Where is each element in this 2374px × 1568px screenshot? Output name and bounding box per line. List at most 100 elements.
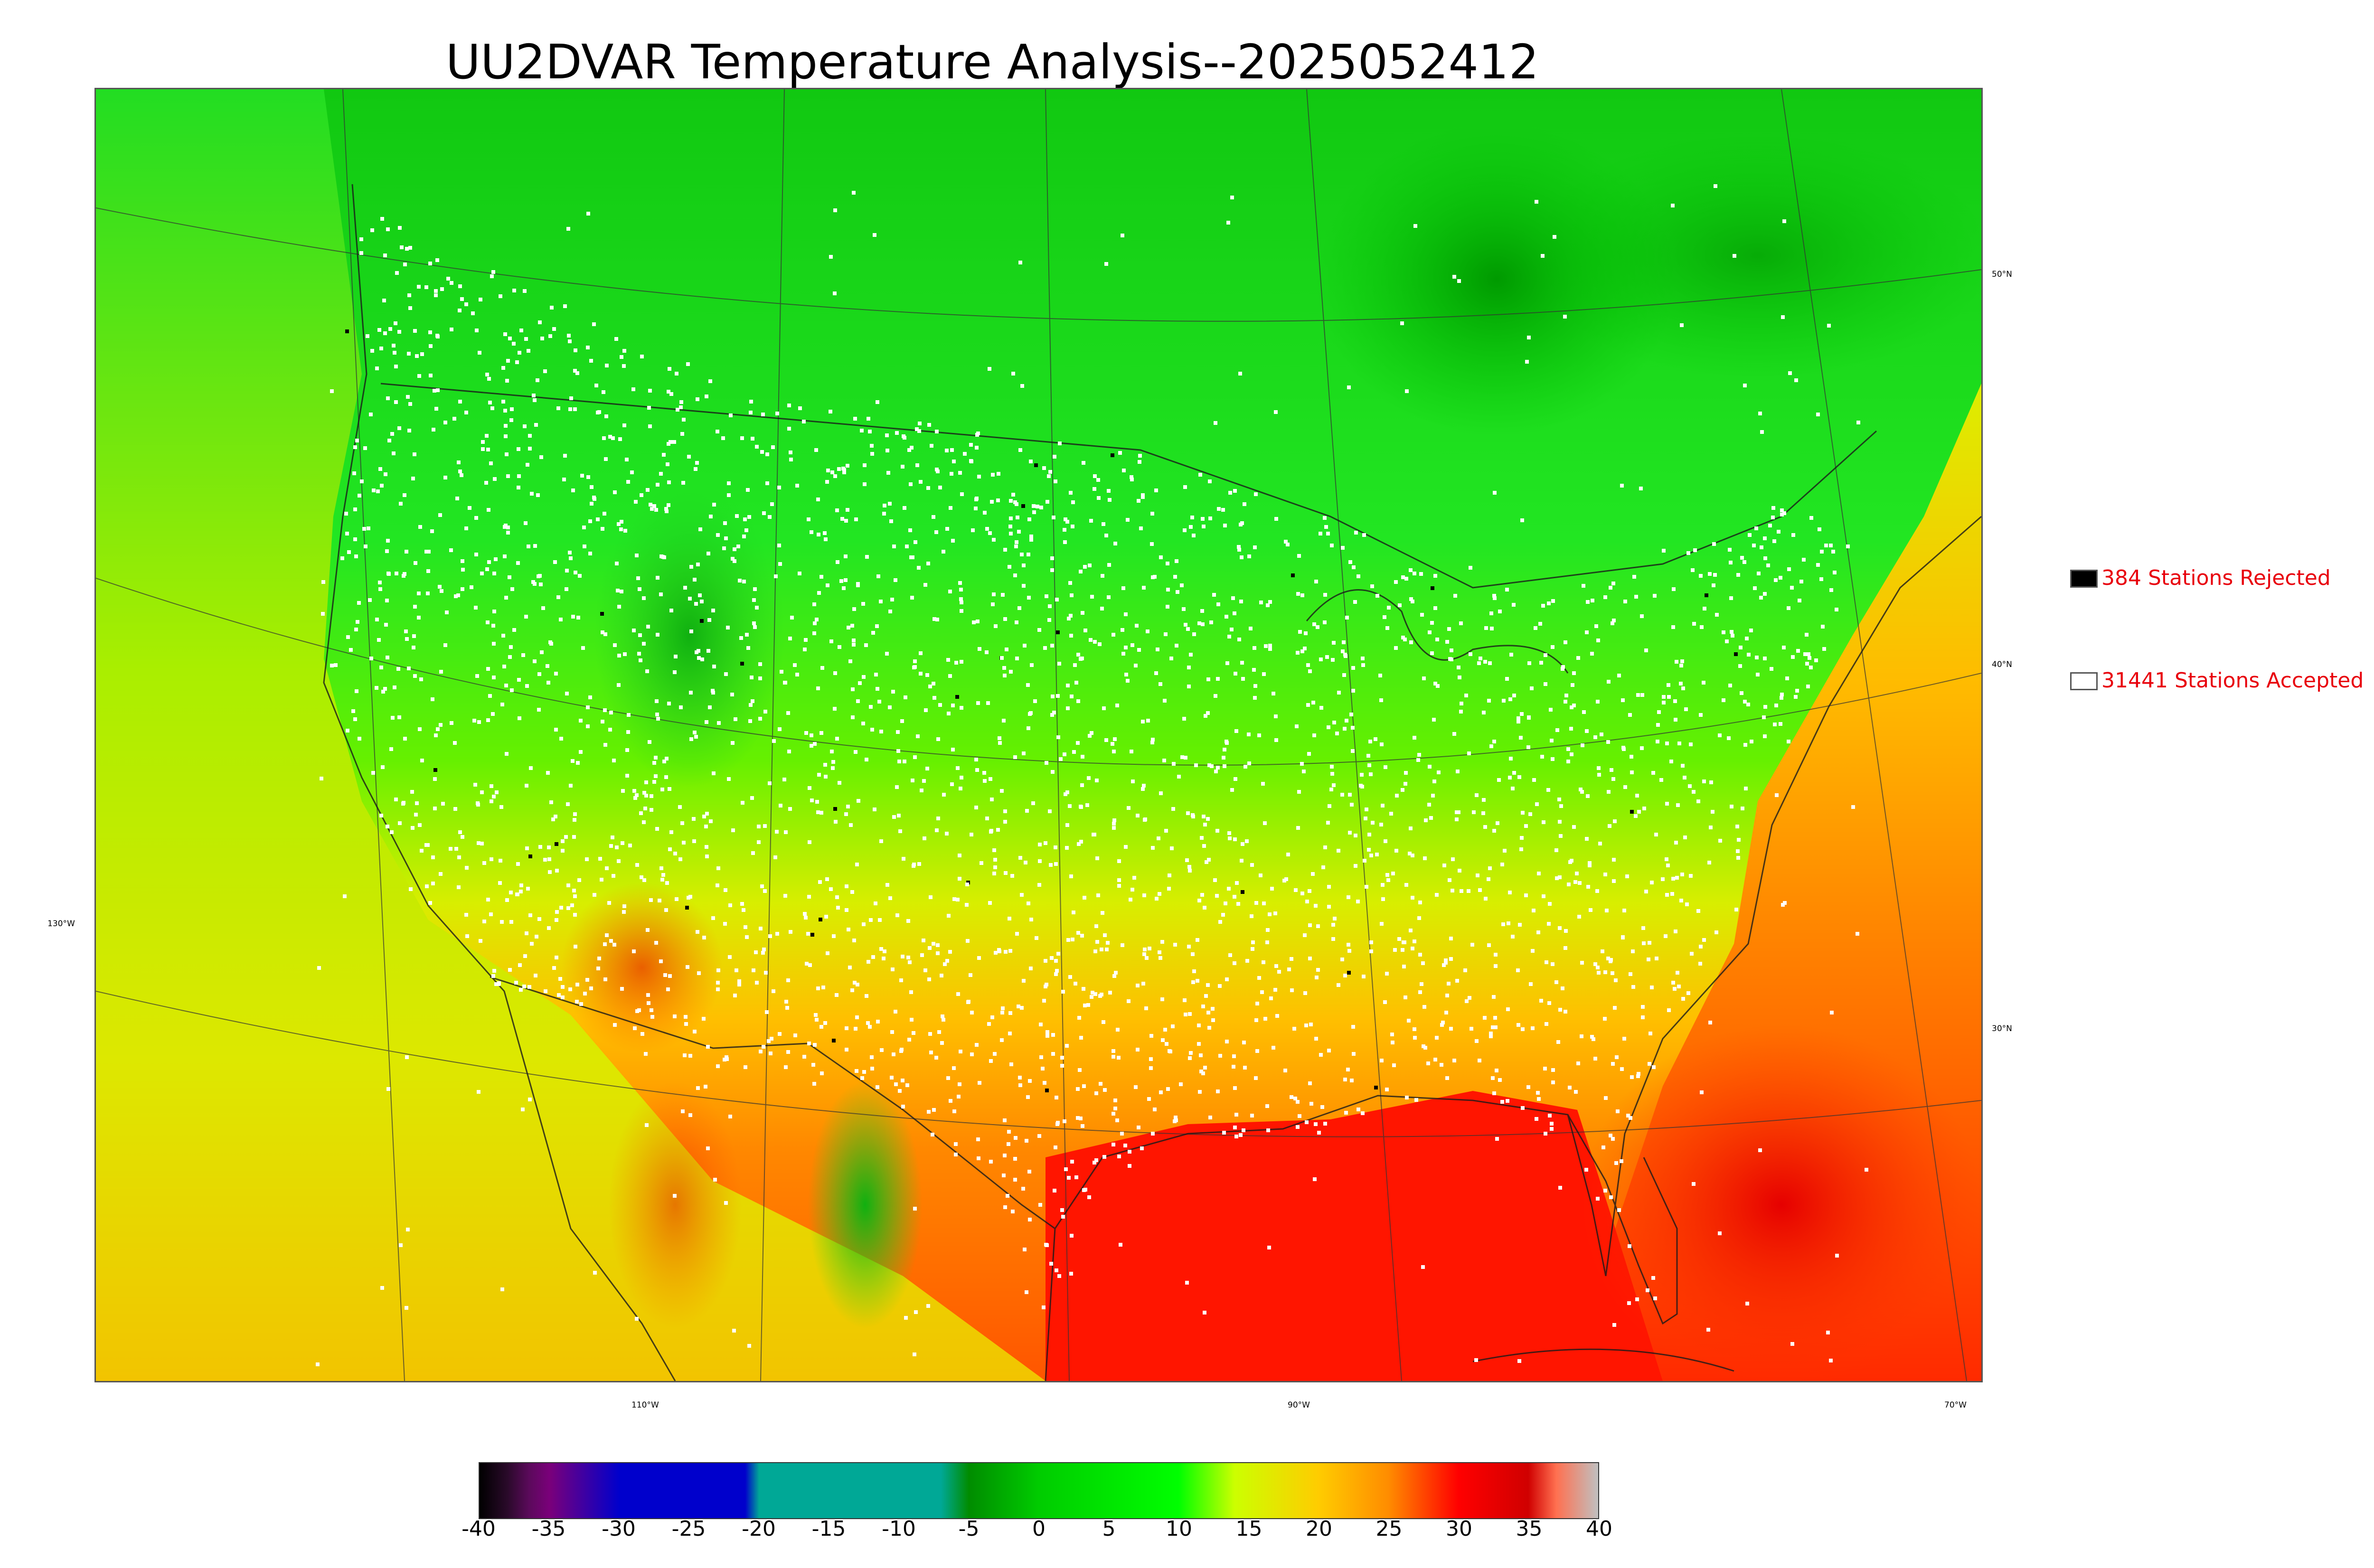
accepted-station-marker [1593, 1057, 1597, 1061]
accepted-station-marker [1409, 568, 1413, 572]
accepted-station-marker [1524, 824, 1528, 828]
accepted-station-marker [1052, 516, 1055, 519]
accepted-station-marker [1323, 593, 1327, 597]
accepted-station-marker [669, 830, 673, 834]
accepted-station-marker [1559, 804, 1563, 808]
graticule [96, 89, 1981, 1381]
accepted-station-marker [1602, 1145, 1605, 1149]
accepted-station-marker [1449, 937, 1453, 940]
accepted-station-marker [519, 890, 523, 893]
accepted-station-marker [704, 1085, 707, 1089]
accepted-station-marker [1667, 683, 1670, 687]
accepted-station-marker [505, 379, 509, 383]
accepted-station-marker [786, 978, 790, 982]
accepted-station-marker [1225, 615, 1228, 619]
accepted-station-marker [1440, 1023, 1444, 1027]
accepted-station-marker [1698, 962, 1702, 966]
accepted-station-marker [836, 560, 839, 564]
accepted-station-marker [1470, 943, 1474, 947]
accepted-station-marker [1572, 704, 1576, 707]
accepted-station-marker [826, 469, 830, 472]
accepted-station-marker [1254, 1018, 1258, 1022]
accepted-station-marker [506, 531, 510, 535]
accepted-station-marker [1298, 630, 1302, 634]
accepted-station-marker [820, 1025, 823, 1029]
temperature-map[interactable] [96, 89, 1981, 1381]
accepted-station-marker [1107, 563, 1111, 567]
accepted-station-marker [1371, 821, 1375, 825]
accepted-station-marker [1492, 1091, 1496, 1095]
accepted-station-marker [855, 1069, 858, 1073]
accepted-station-marker [1130, 475, 1133, 479]
accepted-station-marker [1326, 532, 1330, 535]
accepted-station-marker [1827, 324, 1831, 328]
accepted-station-marker [1361, 657, 1365, 660]
accepted-station-marker [405, 637, 409, 641]
accepted-station-marker [1394, 849, 1398, 853]
accepted-station-marker [923, 836, 926, 840]
accepted-station-marker [937, 1030, 941, 1034]
accepted-station-marker [1002, 1174, 1006, 1177]
accepted-station-marker [1380, 742, 1384, 746]
accepted-station-marker [411, 826, 415, 830]
accepted-station-marker [492, 969, 496, 973]
accepted-station-marker [414, 813, 418, 817]
accepted-station-marker [1237, 545, 1241, 549]
accepted-station-marker [1636, 693, 1640, 697]
accepted-station-marker [936, 951, 940, 955]
accepted-station-marker [1187, 685, 1191, 688]
accepted-station-marker [1081, 755, 1084, 759]
accepted-station-marker [439, 670, 443, 674]
accepted-station-marker [1416, 758, 1420, 762]
accepted-station-marker [700, 600, 704, 603]
accepted-station-marker [1554, 980, 1558, 984]
accepted-station-marker [1367, 763, 1371, 767]
accepted-station-marker [1472, 810, 1476, 814]
accepted-station-marker [642, 642, 646, 646]
accepted-station-marker [986, 701, 990, 705]
accepted-station-marker [418, 727, 422, 731]
accepted-station-marker [658, 899, 661, 902]
accepted-station-marker [375, 618, 379, 621]
accepted-station-marker [1381, 883, 1385, 887]
accepted-station-marker [479, 939, 482, 943]
accepted-station-marker [1703, 607, 1706, 610]
accepted-station-marker [696, 930, 699, 934]
accepted-station-marker [668, 367, 671, 371]
accepted-station-marker [387, 439, 391, 442]
accepted-station-marker [1117, 884, 1121, 888]
accepted-station-marker [1623, 785, 1627, 789]
accepted-station-marker [1494, 953, 1498, 957]
accepted-station-marker [1805, 633, 1809, 637]
accepted-station-marker [1712, 583, 1715, 587]
accepted-station-marker [1467, 751, 1471, 755]
accepted-station-marker [1725, 639, 1729, 643]
accepted-station-marker [1435, 1036, 1439, 1040]
accepted-station-marker [820, 666, 824, 670]
accepted-station-marker [533, 544, 537, 548]
accepted-station-marker [1493, 491, 1497, 495]
accepted-station-marker [480, 572, 484, 575]
accepted-station-marker [500, 703, 504, 706]
accepted-station-marker [557, 993, 561, 997]
accepted-station-marker [1421, 1265, 1425, 1269]
accepted-station-marker [1366, 754, 1370, 758]
accepted-station-marker [1151, 846, 1155, 850]
accepted-station-marker [1648, 1062, 1651, 1066]
accepted-station-marker [1013, 1178, 1017, 1182]
accepted-station-marker [1440, 1063, 1443, 1067]
accepted-station-marker [1747, 653, 1751, 657]
accepted-station-marker [1200, 836, 1204, 840]
accepted-station-marker [850, 988, 854, 992]
accepted-station-marker [727, 481, 731, 485]
accepted-station-marker [951, 748, 955, 751]
accepted-station-marker [659, 472, 663, 476]
accepted-station-marker [568, 339, 572, 343]
accepted-station-marker [1337, 983, 1340, 987]
map-panel[interactable] [94, 88, 1983, 1382]
accepted-station-marker [932, 1108, 936, 1112]
accepted-station-marker [963, 452, 967, 456]
accepted-station-marker [844, 554, 848, 558]
accepted-station-marker [1166, 605, 1169, 609]
accepted-station-marker [940, 1041, 944, 1045]
